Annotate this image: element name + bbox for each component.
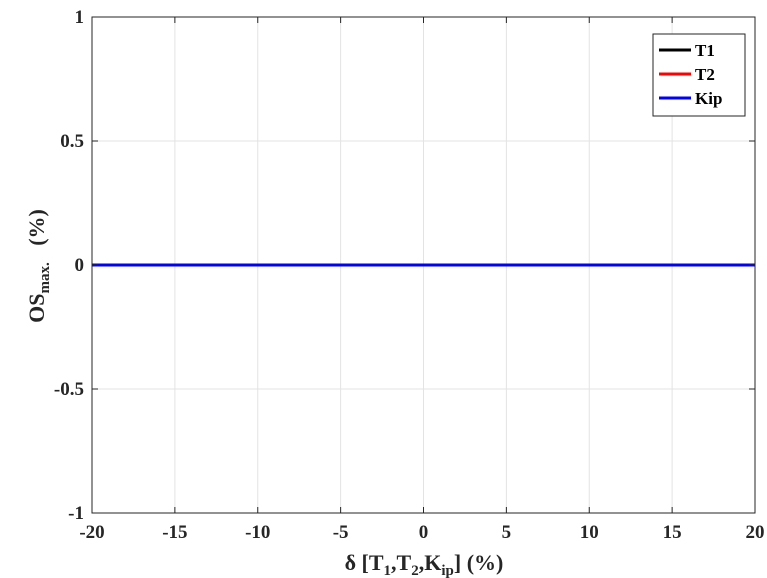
x-tick-label: -15 bbox=[162, 522, 187, 543]
x-tick-label: 15 bbox=[663, 522, 682, 543]
legend-label: Kip bbox=[695, 89, 722, 108]
legend-label: T1 bbox=[695, 41, 715, 60]
y-tick-label: 0 bbox=[75, 255, 85, 276]
y-tick-label: -0.5 bbox=[54, 379, 84, 400]
x-tick-label: 10 bbox=[580, 522, 599, 543]
legend-label: T2 bbox=[695, 65, 715, 84]
axis-ticks: -20 -15 -10 -5 0 5 10 15 20 -1 -0.5 0 0.5 1 bbox=[54, 7, 765, 543]
x-axis-label: δ [T1,T2,Kip] (%) bbox=[345, 550, 504, 578]
x-tick-label: 0 bbox=[419, 522, 429, 543]
x-tick-label: -5 bbox=[333, 522, 349, 543]
y-tick-label: 1 bbox=[75, 7, 85, 28]
x-tick-label: 5 bbox=[502, 522, 512, 543]
y-axis-label: OSmax. (%) bbox=[24, 209, 53, 323]
legend: T1 T2 Kip bbox=[652, 33, 746, 117]
x-tick-label: -20 bbox=[79, 522, 104, 543]
x-tick-label: -10 bbox=[245, 522, 270, 543]
x-tick-label: 20 bbox=[746, 522, 765, 543]
y-tick-label: 0.5 bbox=[60, 131, 84, 152]
y-tick-label: -1 bbox=[68, 503, 84, 524]
